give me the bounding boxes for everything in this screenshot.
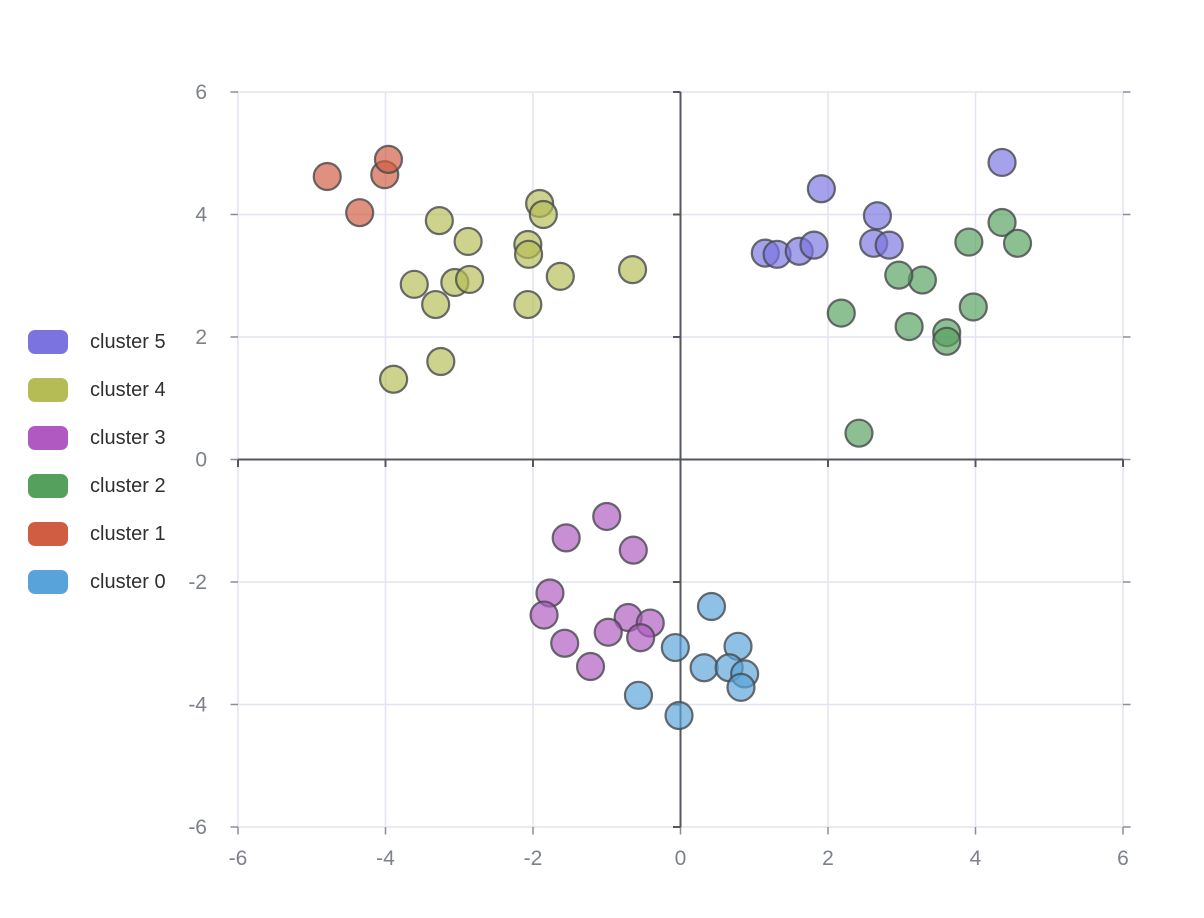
y-tick-label: 6 (195, 81, 207, 104)
legend-item-cluster-4: cluster 4 (28, 378, 166, 402)
x-tick-label: 0 (675, 847, 687, 870)
legend-item-cluster-2: cluster 2 (28, 474, 166, 498)
y-tick-label: -2 (188, 571, 207, 594)
legend-label: cluster 4 (90, 378, 166, 401)
data-point (513, 289, 543, 320)
y-tick-label: 2 (195, 326, 207, 349)
data-point (954, 227, 984, 257)
data-point (379, 364, 409, 394)
data-point (987, 147, 1017, 178)
data-point (345, 198, 375, 228)
data-point (550, 628, 580, 658)
data-point (513, 239, 544, 269)
x-tick-label: -4 (376, 847, 395, 870)
data-point (664, 700, 694, 731)
tick-labels: -6 -4 -2 0 2 4 6 -6 -4 -2 0 2 4 6 (188, 81, 1129, 870)
data-point (862, 201, 893, 231)
data-point (592, 501, 622, 532)
series-cluster-4 (379, 188, 648, 394)
data-point (874, 230, 904, 260)
data-point (894, 311, 924, 342)
data-point (424, 206, 454, 236)
data-point (696, 591, 727, 622)
data-point (421, 289, 451, 320)
legend-swatch-icon (28, 330, 68, 354)
data-point (623, 680, 654, 710)
data-point (689, 653, 719, 683)
data-point (726, 672, 756, 702)
data-point (454, 264, 485, 295)
legend-label: cluster 0 (90, 570, 166, 593)
data-point (312, 161, 342, 192)
data-point (1002, 228, 1033, 258)
legend-swatch-icon (28, 426, 68, 450)
data-point (626, 623, 656, 653)
data-point (958, 292, 988, 322)
data-point (987, 207, 1017, 238)
x-tick-label: 2 (822, 847, 834, 870)
data-point (932, 326, 962, 356)
edge-ticks (230, 91, 1131, 835)
legend-item-cluster-3: cluster 3 (28, 426, 166, 450)
data-point (593, 617, 623, 647)
x-tick-label: 6 (1117, 847, 1129, 870)
data-point (528, 199, 558, 230)
series-cluster-0 (623, 591, 760, 731)
legend-label: cluster 2 (90, 474, 166, 497)
legend-item-cluster-5: cluster 5 (28, 330, 166, 354)
data-point (453, 226, 483, 257)
legend-label: cluster 1 (90, 522, 166, 545)
data-point (844, 418, 874, 448)
legend-swatch-icon (28, 570, 68, 594)
data-point (826, 298, 856, 328)
y-tick-label: -4 (188, 694, 207, 717)
data-point (799, 230, 829, 260)
data-points (312, 144, 1033, 731)
data-point (617, 255, 648, 285)
data-point (426, 346, 456, 377)
legend-swatch-icon (28, 522, 68, 546)
y-tick-label: 4 (195, 204, 207, 227)
data-point (907, 265, 938, 295)
y-tick-label: 0 (195, 449, 207, 472)
data-point (884, 260, 914, 290)
legend-label: cluster 5 (90, 330, 166, 353)
y-tick-label: -6 (188, 816, 207, 839)
series-cluster-5 (750, 147, 1017, 269)
series-cluster-2 (826, 207, 1033, 448)
legend-swatch-icon (28, 378, 68, 402)
legend-item-cluster-0: cluster 0 (28, 570, 166, 594)
data-point (545, 261, 575, 291)
x-tick-label: -2 (524, 847, 543, 870)
legend-item-cluster-1: cluster 1 (28, 522, 166, 546)
data-point (373, 144, 404, 174)
data-point (660, 632, 690, 663)
legend-label: cluster 3 (90, 426, 166, 449)
data-point (575, 651, 606, 682)
series-cluster-3 (529, 501, 665, 682)
data-point (529, 600, 559, 630)
x-tick-label: -6 (229, 847, 248, 870)
series-cluster-1 (312, 144, 404, 228)
data-point (399, 269, 429, 299)
data-point (618, 535, 648, 565)
data-point (806, 174, 836, 204)
legend-swatch-icon (28, 474, 68, 498)
data-point (551, 523, 581, 553)
legend: cluster 5 cluster 4 cluster 3 cluster 2 clus… (28, 330, 166, 618)
x-tick-label: 4 (970, 847, 982, 870)
